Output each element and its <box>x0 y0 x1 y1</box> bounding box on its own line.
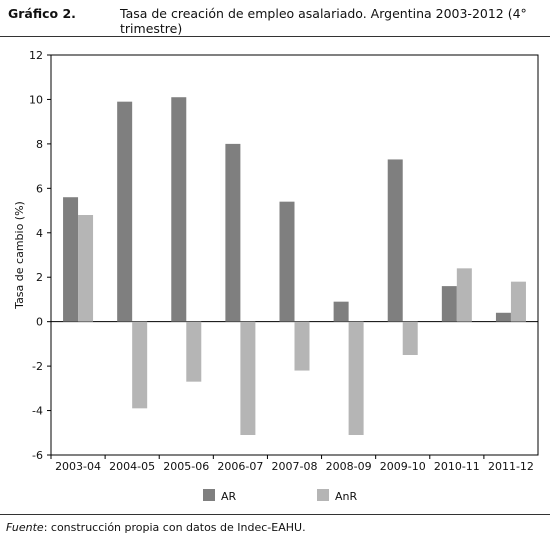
legend-swatch-ar <box>203 489 215 501</box>
x-tick-label: 2010-11 <box>434 460 480 473</box>
header-divider <box>0 36 550 37</box>
legend-label-ar: AR <box>221 490 237 503</box>
bar-ar <box>333 301 349 322</box>
bar-anr <box>240 321 256 435</box>
bar-anr <box>78 215 94 322</box>
legend-label-anr: AnR <box>335 490 357 503</box>
bar-anr <box>186 321 202 382</box>
bar-ar <box>441 286 457 322</box>
y-tick-label: 8 <box>36 138 43 151</box>
x-tick-label: 2006-07 <box>217 460 263 473</box>
y-tick-label: -6 <box>32 449 43 462</box>
y-tick-label: -2 <box>32 360 43 373</box>
plot-area: -6 -4 -2 0 2 4 6 8 10 12 2003-04 2004-05 2005-06 2006… <box>13 49 539 503</box>
bar-anr <box>348 321 364 435</box>
y-tick-label: 10 <box>29 93 43 106</box>
bar-ar <box>117 101 133 322</box>
bar-ar <box>225 143 241 322</box>
bar-anr <box>510 281 526 322</box>
y-tick-label: -4 <box>32 405 43 418</box>
y-tick-label: 0 <box>36 316 43 329</box>
source-label: Fuente <box>6 521 44 534</box>
y-tick-label: 6 <box>36 182 43 195</box>
y-tick-label: 2 <box>36 271 43 284</box>
y-tick-label: 4 <box>36 227 43 240</box>
bar-anr <box>402 321 418 355</box>
bar-ar <box>171 97 187 322</box>
figure-header: Gráfico 2. Tasa de creación de empleo as… <box>0 0 550 36</box>
x-tick-label: 2005-06 <box>163 460 209 473</box>
x-tick-label: 2003-04 <box>55 460 101 473</box>
bar-ar <box>279 201 295 322</box>
bar-ar <box>387 159 403 322</box>
y-axis-label: Tasa de cambio (%) <box>13 201 26 310</box>
bar-ar <box>495 312 511 322</box>
y-tick-label: 12 <box>29 49 43 62</box>
legend-swatch-anr <box>317 489 329 501</box>
x-tick-label: 2011-12 <box>488 460 534 473</box>
figure-label: Gráfico 2. <box>8 6 76 21</box>
x-tick-label: 2009-10 <box>380 460 426 473</box>
x-tick-label: 2008-09 <box>326 460 372 473</box>
bar-anr <box>132 321 148 409</box>
bar-ar <box>63 197 79 322</box>
x-tick-label: 2004-05 <box>109 460 155 473</box>
bar-anr <box>294 321 310 371</box>
chart-title: Tasa de creación de empleo asalariado. A… <box>120 6 527 36</box>
x-tick-label: 2007-08 <box>272 460 318 473</box>
footer-divider <box>0 514 550 515</box>
source-note: Fuente: construcción propia con datos de… <box>6 521 306 534</box>
source-text: : construcción propia con datos de Indec… <box>43 521 306 534</box>
bar-chart: -6 -4 -2 0 2 4 6 8 10 12 2003-04 2004-05 2005-06 2006… <box>13 49 539 503</box>
bar-anr <box>456 268 472 322</box>
plot-frame <box>50 54 539 456</box>
